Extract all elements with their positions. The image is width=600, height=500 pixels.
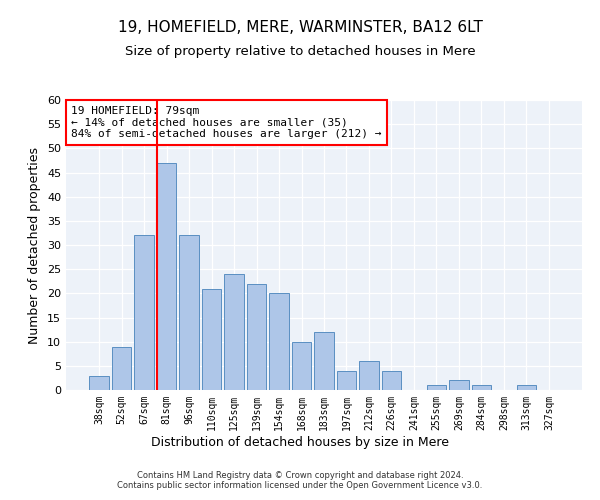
Bar [337, 370, 356, 390]
Text: Distribution of detached houses by size in Mere: Distribution of detached houses by size … [151, 436, 449, 449]
Bar [179, 236, 199, 390]
Bar [292, 342, 311, 390]
Bar [247, 284, 266, 390]
Bar [112, 346, 131, 390]
Text: Size of property relative to detached houses in Mere: Size of property relative to detached ho… [125, 45, 475, 58]
Bar [314, 332, 334, 390]
Bar [472, 385, 491, 390]
Bar [517, 385, 536, 390]
Text: 19 HOMEFIELD: 79sqm
← 14% of detached houses are smaller (35)
84% of semi-detach: 19 HOMEFIELD: 79sqm ← 14% of detached ho… [71, 106, 382, 139]
Bar [89, 376, 109, 390]
Y-axis label: Number of detached properties: Number of detached properties [28, 146, 41, 344]
Bar [224, 274, 244, 390]
Bar [359, 361, 379, 390]
Bar [382, 370, 401, 390]
Bar [134, 236, 154, 390]
Bar [427, 385, 446, 390]
Bar [202, 288, 221, 390]
Text: 19, HOMEFIELD, MERE, WARMINSTER, BA12 6LT: 19, HOMEFIELD, MERE, WARMINSTER, BA12 6L… [118, 20, 482, 35]
Bar [157, 163, 176, 390]
Bar [449, 380, 469, 390]
Text: Contains HM Land Registry data © Crown copyright and database right 2024.
Contai: Contains HM Land Registry data © Crown c… [118, 470, 482, 490]
Bar [269, 294, 289, 390]
